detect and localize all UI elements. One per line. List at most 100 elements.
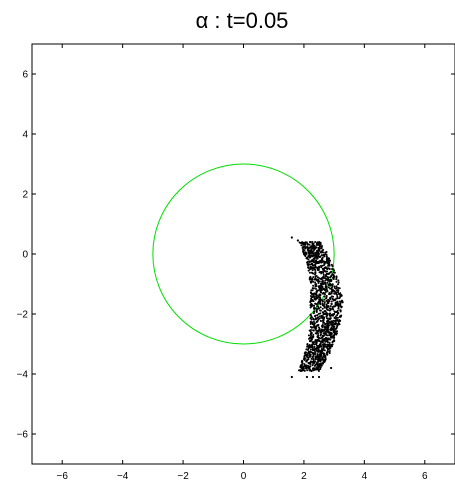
scatter-point (312, 254, 315, 257)
scatter-point (319, 312, 322, 315)
scatter-point (330, 290, 333, 293)
scatter-point (329, 336, 332, 339)
scatter-point (337, 281, 340, 284)
scatter-point (304, 252, 307, 255)
scatter-point (306, 243, 309, 246)
scatter-point (306, 257, 309, 260)
scatter-point (314, 360, 317, 363)
scatter-point (325, 255, 328, 258)
scatter-point (311, 259, 314, 262)
scatter-point (330, 323, 333, 326)
scatter-point (320, 351, 323, 354)
scatter-point (331, 307, 334, 310)
scatter-point (322, 361, 325, 364)
scatter-point (319, 306, 322, 309)
scatter-point (317, 369, 320, 372)
scatter-point (318, 326, 321, 329)
scatter-point (334, 330, 337, 333)
scatter-point (321, 357, 324, 360)
scatter-point (324, 277, 327, 280)
scatter-point (327, 286, 330, 289)
scatter-point (312, 318, 315, 321)
scatter-point (329, 259, 332, 262)
scatter-point (322, 329, 325, 332)
scatter-point (301, 246, 304, 249)
scatter-point (334, 303, 337, 306)
scatter-point (331, 314, 334, 317)
scatter-point (323, 295, 326, 298)
scatter-point (308, 268, 311, 271)
scatter-point (333, 319, 336, 322)
scatter-point (308, 243, 311, 246)
scatter-point (305, 348, 308, 351)
scatter-point (314, 328, 317, 331)
scatter-point (309, 350, 312, 353)
scatter-point (309, 260, 312, 263)
x-tick-label: −4 (117, 471, 129, 482)
scatter-point (329, 338, 332, 341)
scatter-point (321, 257, 324, 260)
scatter-point (315, 355, 318, 358)
y-tick-label: −6 (17, 430, 29, 441)
scatter-point (312, 362, 315, 365)
scatter-point (321, 307, 324, 310)
scatter-point (337, 279, 340, 282)
scatter-point (334, 301, 337, 304)
scatter-point (308, 271, 311, 274)
scatter-point (334, 315, 337, 318)
scatter-point (327, 262, 330, 265)
scatter-point (306, 261, 309, 264)
scatter-point (308, 263, 311, 266)
scatter-point (334, 287, 337, 290)
scatter-point (290, 375, 293, 379)
scatter-point (310, 357, 313, 360)
scatter-point (323, 305, 326, 308)
axis-ticks: −6 −4 −2 0 2 4 6 −6 −4 −2 0 2 4 6 (17, 44, 455, 482)
scatter-point (308, 241, 311, 244)
scatter-point (328, 341, 331, 344)
scatter-point (334, 299, 337, 302)
scatter-point (330, 278, 333, 281)
scatter-point (312, 264, 315, 267)
scatter-point (312, 295, 315, 298)
scatter-point (323, 293, 326, 296)
scatter-point (315, 278, 318, 281)
scatter-point (335, 280, 338, 283)
scatter-point (304, 241, 307, 244)
scatter-point (312, 249, 315, 252)
scatter-point (315, 341, 318, 344)
scatter-point (327, 328, 330, 331)
scatter-point (326, 281, 329, 284)
scatter-point (312, 341, 315, 344)
scatter-point (309, 320, 312, 323)
scatter-point (311, 292, 314, 295)
scatter-point (311, 269, 314, 272)
scatter-point (329, 298, 332, 301)
scatter-point (329, 305, 332, 308)
scatter-point (327, 337, 330, 340)
scatter-point (327, 302, 330, 305)
scatter-point (312, 276, 315, 279)
scatter-point (306, 246, 309, 249)
scatter-point (334, 332, 337, 335)
scatter-point (321, 303, 324, 306)
scatter-point (322, 273, 325, 276)
scatter-point (309, 365, 312, 368)
scatter-point (326, 300, 329, 303)
scatter-point (305, 351, 308, 354)
scatter-point (327, 264, 330, 267)
scatter-point (322, 260, 325, 263)
x-tick-label: 6 (422, 471, 428, 482)
scatter-point (332, 299, 335, 302)
scatter-point (333, 325, 336, 328)
scatter-point (334, 291, 337, 294)
scatter-point (318, 277, 321, 280)
scatter-point (319, 251, 322, 254)
scatter-point (339, 310, 342, 313)
scatter-point (313, 297, 316, 300)
scatter-point (306, 263, 309, 266)
scatter-point (307, 251, 310, 254)
scatter-point (331, 288, 334, 291)
scatter-point (311, 352, 314, 355)
y-tick-label: 2 (22, 190, 28, 201)
